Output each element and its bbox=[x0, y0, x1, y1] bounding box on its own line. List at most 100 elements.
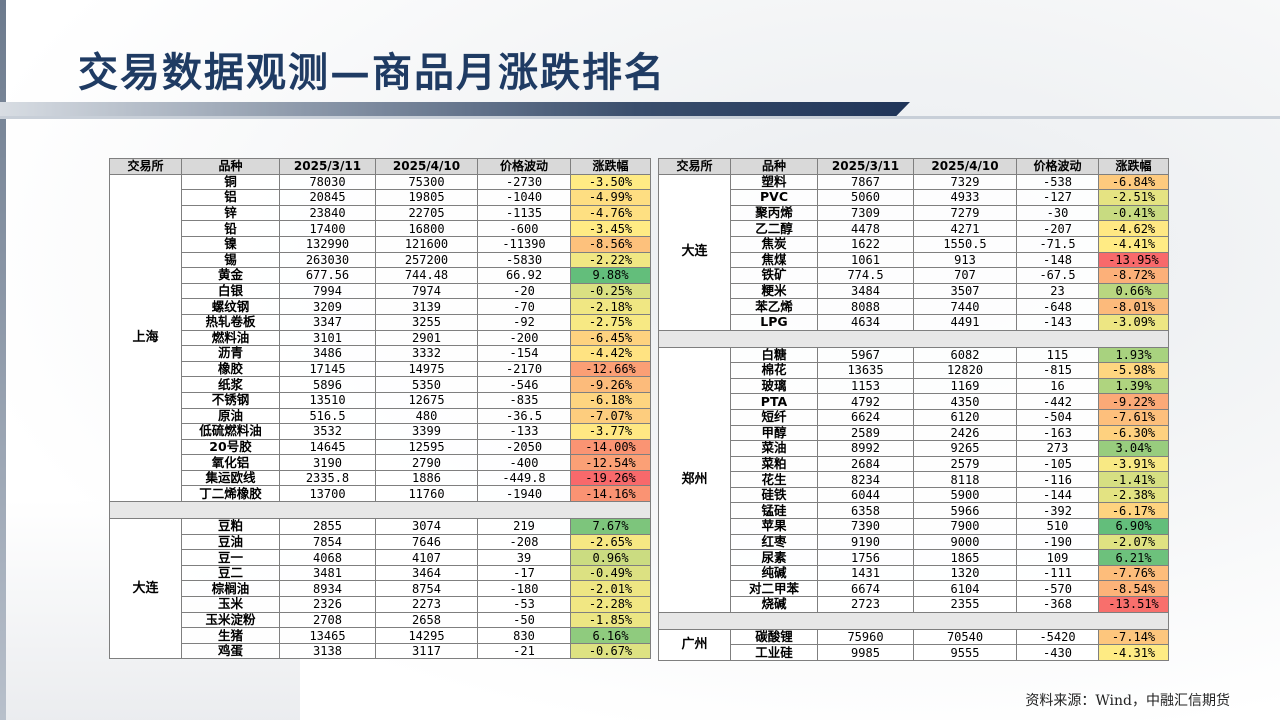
price-change-cell: -154 bbox=[477, 345, 571, 362]
table-row: 大连 豆粕 2855 3074 219 7.67% bbox=[109, 518, 651, 660]
product-cell: 热轧卷板 bbox=[181, 313, 280, 331]
price-change-cell: 273 bbox=[1016, 440, 1099, 457]
pct-change-cell: -14.16% bbox=[570, 485, 651, 503]
price-start-cell: 677.56 bbox=[279, 267, 376, 284]
table-row: 原油 516.5 480 -36.5 -7.07% bbox=[110, 407, 651, 425]
table-row: 豆二 3481 3464 -17 -0.49% bbox=[110, 564, 651, 582]
price-start-cell: 2589 bbox=[817, 424, 914, 442]
product-cell: 甲醇 bbox=[730, 424, 818, 442]
exchange-cell: 大连 bbox=[658, 173, 731, 331]
pct-change-cell: -12.66% bbox=[570, 360, 651, 378]
pct-change-cell: -12.54% bbox=[570, 454, 651, 471]
product-cell: 沥青 bbox=[181, 345, 280, 362]
price-start-cell: 9190 bbox=[817, 533, 914, 551]
pct-change-cell: -4.62% bbox=[1098, 220, 1169, 237]
price-change-cell: -30 bbox=[1016, 204, 1099, 222]
product-cell: 集运欧线 bbox=[181, 469, 280, 487]
ranking-table-right: 交易所 品种 2025/3/11 2025/4/10 价格波动 涨跌幅 大连 塑料… bbox=[658, 158, 1169, 661]
table-row: 集运欧线 2335.8 1886 -449.8 -19.26% bbox=[110, 469, 651, 487]
product-cell: 锰硅 bbox=[730, 502, 818, 520]
pct-change-cell: 3.04% bbox=[1098, 440, 1169, 457]
pct-change-cell: 6.90% bbox=[1098, 518, 1169, 535]
price-change-cell: -2170 bbox=[477, 360, 571, 378]
table-row: 热轧卷板 3347 3255 -92 -2.75% bbox=[110, 313, 651, 331]
pct-change-cell: -8.01% bbox=[1098, 298, 1169, 315]
product-cell: 尿素 bbox=[730, 549, 818, 566]
table-row: 甲醇 2589 2426 -163 -6.30% bbox=[659, 424, 1169, 442]
product-cell: 豆粕 bbox=[181, 518, 280, 535]
pct-change-cell: -7.76% bbox=[1098, 564, 1169, 582]
pct-change-cell: -8.72% bbox=[1098, 267, 1169, 284]
pct-change-cell: -13.51% bbox=[1098, 596, 1169, 613]
price-change-cell: -105 bbox=[1016, 455, 1099, 473]
price-end-cell: 22705 bbox=[375, 204, 478, 222]
price-start-cell: 7994 bbox=[279, 282, 376, 300]
table-row: 锌 23840 22705 -1135 -4.76% bbox=[110, 204, 651, 222]
product-cell: 粳米 bbox=[730, 282, 818, 300]
price-start-cell: 5060 bbox=[817, 189, 914, 206]
price-start-cell: 8234 bbox=[817, 471, 914, 488]
price-change-cell: 219 bbox=[477, 518, 571, 535]
separator-cell bbox=[658, 611, 1169, 630]
price-start-cell: 8934 bbox=[279, 580, 376, 598]
product-cell: 镍 bbox=[181, 235, 280, 253]
pct-change-cell: -0.49% bbox=[570, 564, 651, 582]
product-cell: 铁矿 bbox=[730, 267, 818, 284]
price-start-cell: 8088 bbox=[817, 298, 914, 315]
table-row: 上海铜 78030 75300 -2730 -3.50% bbox=[109, 173, 651, 503]
pct-change-cell: -2.18% bbox=[570, 298, 651, 315]
price-start-cell: 3532 bbox=[279, 423, 376, 440]
pct-change-cell: -2.51% bbox=[1098, 189, 1169, 206]
pct-change-cell: -6.84% bbox=[1098, 173, 1169, 191]
price-end-cell: 12820 bbox=[913, 362, 1017, 379]
table-row: 聚丙烯 7309 7279 -30 -0.41% bbox=[659, 204, 1169, 222]
price-change-cell: -71.5 bbox=[1016, 235, 1099, 253]
table-row: 玉米 2326 2273 -53 -2.28% bbox=[110, 596, 651, 613]
product-cell: 燃料油 bbox=[181, 329, 280, 347]
header-date-end: 2025/4/10 bbox=[375, 158, 478, 175]
price-change-cell: -116 bbox=[1016, 471, 1099, 488]
price-end-cell: 9000 bbox=[913, 533, 1017, 551]
price-start-cell: 2326 bbox=[279, 596, 376, 613]
price-change-cell: 66.92 bbox=[477, 267, 571, 284]
pct-change-cell: -2.38% bbox=[1098, 486, 1169, 504]
product-cell: 玉米淀粉 bbox=[181, 611, 280, 629]
table-row: LPG 4634 4491 -143 -3.09% bbox=[659, 313, 1169, 331]
price-change-cell: -1040 bbox=[477, 189, 571, 206]
pct-change-cell: -4.41% bbox=[1098, 235, 1169, 253]
pct-change-cell: -6.17% bbox=[1098, 502, 1169, 520]
product-cell: 菜粕 bbox=[730, 455, 818, 473]
price-end-cell: 1320 bbox=[913, 564, 1017, 582]
price-start-cell: 13700 bbox=[279, 485, 376, 503]
table-row: 20号胶 14645 12595 -2050 -14.00% bbox=[110, 438, 651, 456]
price-end-cell: 7900 bbox=[913, 518, 1017, 535]
table-row: 红枣 9190 9000 -190 -2.07% bbox=[659, 533, 1169, 551]
table-row: 棉花 13635 12820 -815 -5.98% bbox=[659, 362, 1169, 379]
price-end-cell: 9555 bbox=[913, 644, 1017, 661]
product-cell: 纯碱 bbox=[730, 564, 818, 582]
table-row: 苹果 7390 7900 510 6.90% bbox=[659, 518, 1169, 535]
price-change-cell: -36.5 bbox=[477, 407, 571, 425]
price-change-cell: -392 bbox=[1016, 502, 1099, 520]
price-start-cell: 23840 bbox=[279, 204, 376, 222]
price-change-cell: -430 bbox=[1016, 644, 1099, 661]
price-change-cell: -67.5 bbox=[1016, 267, 1099, 284]
title-underline-band bbox=[0, 102, 910, 116]
price-change-cell: -442 bbox=[1016, 393, 1099, 410]
product-cell: 乙二醇 bbox=[730, 220, 818, 237]
pct-change-cell: -7.07% bbox=[570, 407, 651, 425]
price-change-cell: -570 bbox=[1016, 580, 1099, 598]
header-date-start: 2025/3/11 bbox=[279, 158, 376, 175]
price-end-cell: 7646 bbox=[375, 533, 478, 551]
price-start-cell: 9985 bbox=[817, 644, 914, 661]
price-start-cell: 5967 bbox=[817, 346, 914, 364]
price-end-cell: 3139 bbox=[375, 298, 478, 315]
price-end-cell: 4107 bbox=[375, 549, 478, 566]
table-row: 纯碱 1431 1320 -111 -7.76% bbox=[659, 564, 1169, 582]
product-cell: 苯乙烯 bbox=[730, 298, 818, 315]
pct-change-cell: -2.07% bbox=[1098, 533, 1169, 551]
price-change-cell: -53 bbox=[477, 596, 571, 613]
pct-change-cell: -2.22% bbox=[570, 251, 651, 269]
price-end-cell: 480 bbox=[375, 407, 478, 425]
product-cell: 棕榈油 bbox=[181, 580, 280, 598]
